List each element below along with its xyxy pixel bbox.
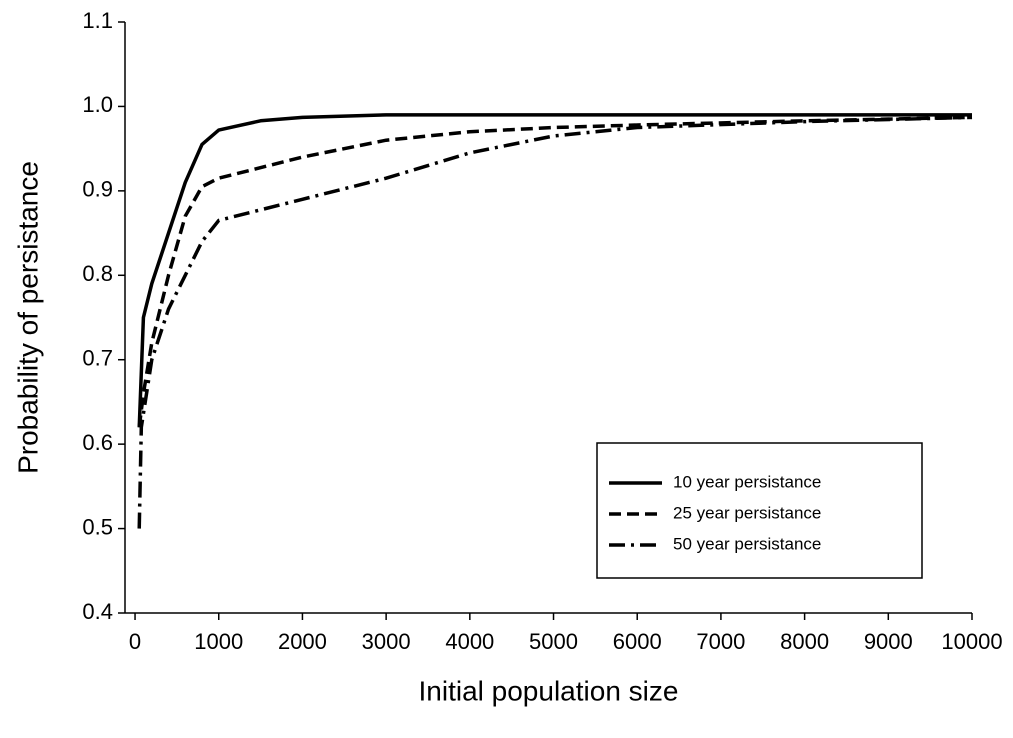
y-axis-label: Probability of persistance	[12, 161, 43, 474]
y-tick-label: 0.5	[82, 514, 113, 539]
y-tick-label: 0.8	[82, 261, 113, 286]
legend-label: 50 year persistance	[673, 534, 821, 553]
y-tick-label: 0.9	[82, 177, 113, 202]
y-tick-label: 0.4	[82, 599, 113, 624]
y-tick-label: 0.6	[82, 430, 113, 455]
y-tick-label: 1.1	[82, 8, 113, 33]
legend-box	[596, 442, 923, 579]
legend: 10 year persistance 25 year persistance 50…	[596, 442, 923, 579]
x-tick-label: 8000	[780, 629, 829, 654]
x-tick-label: 3000	[362, 629, 411, 654]
x-tick-label: 7000	[696, 629, 745, 654]
series-line	[137, 115, 973, 529]
legend-label: 10 year persistance	[673, 472, 821, 491]
legend-label: 25 year persistance	[673, 503, 821, 522]
x-tick-label: 10000	[941, 629, 1002, 654]
x-tick-label: 9000	[864, 629, 913, 654]
x-tick-label: 2000	[278, 629, 327, 654]
x-tick-label: 1000	[194, 629, 243, 654]
series-line	[137, 113, 972, 428]
x-tick-label: 6000	[613, 629, 662, 654]
x-axis-label: Initial population size	[419, 675, 679, 706]
y-tick-label: 1.0	[82, 92, 113, 117]
y-tick-label: 0.7	[82, 346, 113, 371]
x-tick-label: 5000	[529, 629, 578, 654]
x-tick-label: 0	[129, 629, 141, 654]
series-line	[137, 115, 973, 428]
x-tick-label: 4000	[445, 629, 494, 654]
